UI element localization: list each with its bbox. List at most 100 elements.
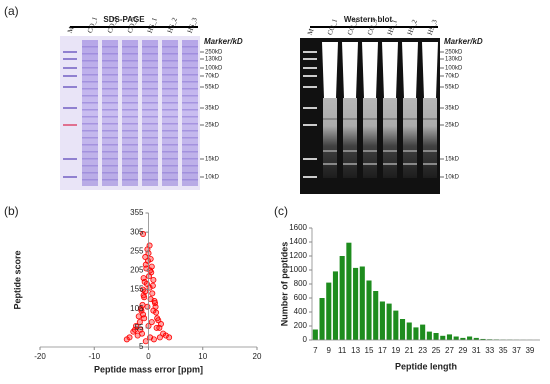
gel-lane: [182, 40, 198, 186]
x-tick-label: 19: [391, 346, 400, 355]
gel-band: [102, 116, 118, 118]
gel-band: [82, 88, 98, 90]
y-tick-label: 205: [130, 266, 144, 275]
scatter-point: [162, 332, 169, 339]
gel-band: [82, 179, 98, 181]
blot-band: [343, 150, 357, 152]
bar: [386, 303, 392, 340]
gel-band: [122, 179, 138, 181]
marker-band: [63, 67, 77, 69]
gel-band: [102, 88, 118, 90]
lane-label: HS_2: [166, 16, 179, 34]
gel-band: [162, 102, 178, 104]
x-tick-label: 29: [458, 346, 467, 355]
y-tick-label: 1200: [289, 251, 307, 260]
x-tick-label: 31: [472, 346, 481, 355]
gel-band: [162, 123, 178, 125]
marker-label: 25kD: [205, 123, 220, 129]
gel-band: [122, 123, 138, 125]
gel-band: [162, 67, 178, 69]
y-tick-label: 55: [135, 323, 144, 332]
gel-band: [82, 95, 98, 97]
y-tick-label: 355: [130, 208, 144, 217]
marker-band: [63, 75, 77, 77]
blot-band: [403, 150, 417, 152]
bar: [312, 329, 318, 340]
scatter-point: [147, 255, 154, 262]
marker-band: [63, 124, 77, 126]
gel-band: [102, 137, 118, 139]
gel-band: [162, 144, 178, 146]
bar: [460, 337, 466, 340]
blot-smear: [423, 98, 437, 178]
marker-band: [303, 124, 317, 126]
marker-label: 10kD: [205, 175, 220, 181]
y-tick-label: 255: [130, 246, 144, 255]
gel-band: [182, 67, 198, 69]
bar: [339, 256, 345, 340]
gel-band: [102, 102, 118, 104]
marker-label: 130kD: [205, 57, 223, 63]
marker-label: 70kD: [205, 74, 220, 80]
gel-band: [102, 74, 118, 76]
scatter-point: [156, 334, 163, 341]
x-tick-label: 9: [327, 346, 332, 355]
gel-band: [162, 172, 178, 174]
gel-band: [182, 81, 198, 83]
blot-band: [383, 150, 397, 152]
marker-label: 35kD: [445, 106, 460, 112]
bar: [426, 331, 432, 340]
marker-band: [303, 86, 317, 88]
scatter-point: [131, 326, 138, 333]
gel-band: [82, 165, 98, 167]
gel-band: [142, 172, 158, 174]
y-tick-label: 1400: [289, 237, 307, 246]
gel-lane: [122, 40, 138, 186]
bar: [446, 334, 453, 340]
y-tick-label: 5: [139, 342, 144, 351]
x-axis-label: Peptide length: [395, 361, 457, 371]
y-tick-label: 155: [130, 285, 144, 294]
blot-band: [383, 118, 397, 120]
y-tick-label: 400: [294, 307, 308, 316]
x-tick-label: 25: [432, 346, 441, 355]
panel-label: (b): [4, 204, 19, 218]
gel-band: [142, 46, 158, 48]
x-tick-label: 23: [418, 346, 427, 355]
bar: [326, 282, 332, 340]
blot-lane: [322, 42, 338, 98]
gel-band: [182, 137, 198, 139]
gel-band: [82, 158, 98, 160]
gel-band: [182, 74, 198, 76]
gel-band: [162, 60, 178, 62]
marker-label: 55kD: [205, 85, 220, 91]
x-tick-label: 20: [253, 352, 262, 361]
gel-band: [102, 67, 118, 69]
marker-band: [303, 158, 317, 160]
x-tick-label: 11: [338, 346, 347, 355]
blot-smear: [323, 98, 337, 178]
blot-band: [423, 118, 437, 120]
scatter-point: [134, 332, 141, 339]
gel-lane: [142, 40, 158, 186]
y-axis-label: Number of peptides: [279, 242, 289, 327]
y-tick-label: 105: [130, 304, 144, 313]
bar: [373, 291, 379, 340]
scatter-point: [142, 254, 149, 261]
gel-title: SDS-PAGE: [103, 15, 145, 24]
gel-band: [162, 81, 178, 83]
gel-band: [182, 158, 198, 160]
x-tick-label: 39: [525, 346, 534, 355]
gel-band: [122, 81, 138, 83]
gel-band: [122, 137, 138, 139]
marker-band: [63, 176, 77, 178]
gel-band: [122, 151, 138, 153]
marker-label: 55kD: [445, 85, 460, 91]
y-tick-label: 305: [130, 227, 144, 236]
blot-lane: [362, 42, 378, 98]
marker-band: [63, 158, 77, 160]
blot-lane: [402, 42, 418, 98]
gel-band: [142, 60, 158, 62]
gel-band: [122, 60, 138, 62]
